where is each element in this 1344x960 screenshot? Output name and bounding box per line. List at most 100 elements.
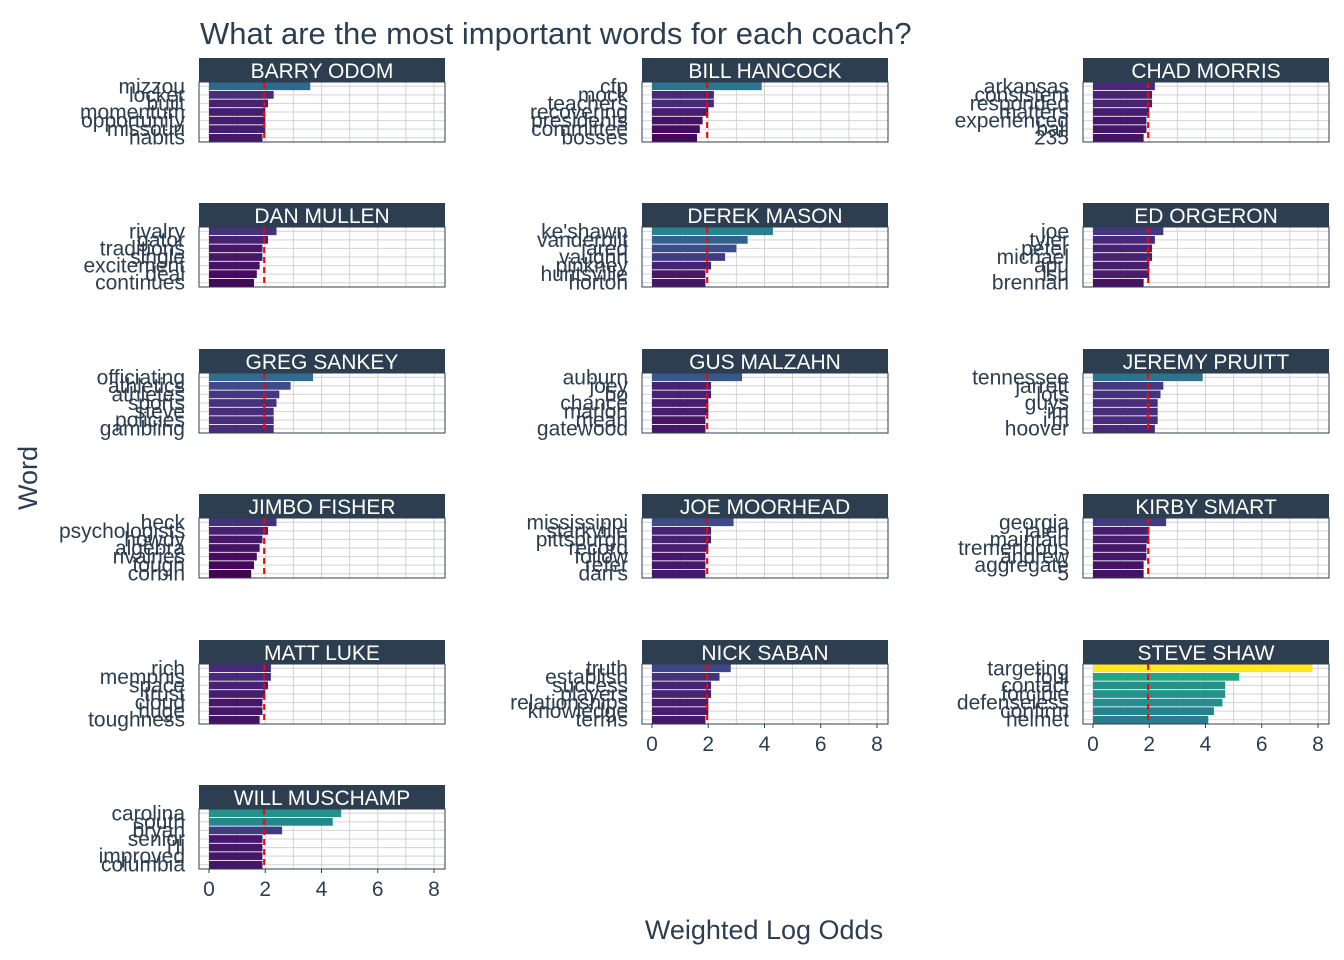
word-label: record [568, 537, 628, 560]
word-label: apu [1034, 255, 1069, 278]
word-label: brennan [992, 272, 1069, 295]
word-label: vanderbilt [537, 229, 628, 252]
bar [652, 424, 706, 433]
word-label: bosses [561, 127, 628, 150]
facet-label: STEVE SHAW [1138, 642, 1275, 665]
bar [209, 108, 266, 116]
x-tick-label: 2 [702, 733, 714, 756]
word-label: guys [1025, 392, 1069, 415]
facet-label: JOE MOORHEAD [680, 496, 850, 519]
bar [209, 227, 277, 236]
bar [1093, 707, 1214, 715]
word-label: psychologists [59, 520, 185, 543]
facet-strip [1083, 349, 1329, 373]
bar [209, 424, 274, 433]
bar [209, 407, 274, 416]
facet-label: JIMBO FISHER [248, 496, 395, 519]
facet-label: KIRBY SMART [1135, 496, 1277, 519]
bar [209, 715, 260, 724]
facet-panel: BARRY ODOM mizzoulockerbuiltmomentumoppor… [80, 58, 446, 150]
bar [209, 835, 263, 843]
facet-strip [199, 58, 445, 82]
x-tick-label: 6 [1256, 733, 1268, 756]
word-label: arkansas [984, 75, 1069, 98]
bar [652, 569, 706, 578]
facet-label: WILL MUSCHAMP [234, 787, 411, 810]
bar [209, 852, 263, 860]
bar [209, 416, 274, 424]
bar [652, 673, 720, 681]
bar [1093, 236, 1155, 244]
facet-panels: BARRY ODOM mizzoulockerbuiltmomentumoppor… [59, 58, 1330, 901]
x-tick-label: 8 [1312, 733, 1324, 756]
word-label: ball [1036, 118, 1069, 141]
word-label: follow [574, 546, 629, 569]
panel-border [198, 226, 446, 288]
word-label: officiating [97, 366, 185, 389]
facet-label: JEREMY PRUITT [1123, 351, 1290, 374]
word-label: defenseless [957, 692, 1069, 715]
word-label: players [560, 683, 628, 706]
bar [652, 690, 712, 698]
word-label: built [146, 92, 185, 115]
bar [1093, 535, 1150, 544]
facet-panel: DEREK MASON ke'shawnvanderbiltjaredvaughn… [537, 203, 889, 295]
word-label: dan's [578, 563, 628, 586]
bar [1093, 116, 1147, 125]
word-label: tennessee [972, 366, 1069, 389]
bar [652, 399, 709, 407]
facet-strip [642, 640, 888, 664]
facet-strip [642, 494, 888, 518]
facet-panel: NICK SABAN truthestablishsuccessplayersre… [510, 640, 889, 756]
word-label: terms [576, 709, 629, 732]
word-label: refer [585, 554, 628, 577]
word-label: andrew [1000, 546, 1070, 569]
bar [1093, 270, 1150, 278]
facet-panel: BILL HANCOCK cfpmockteachersrecoveringpre… [530, 58, 889, 150]
word-label: bo [605, 383, 628, 406]
bar [1093, 552, 1147, 561]
word-label: relationships [510, 692, 628, 715]
word-label: gator [137, 229, 185, 252]
bar [652, 664, 731, 673]
facet-label: DEREK MASON [687, 205, 842, 228]
x-tick-label: 8 [428, 878, 440, 901]
bar [209, 544, 260, 552]
bar [1093, 244, 1153, 253]
word-label: memphis [100, 666, 185, 689]
word-label: recovering [530, 101, 628, 124]
bar [209, 673, 271, 681]
bar [652, 270, 706, 278]
word-label: michael [997, 246, 1069, 269]
panel-border [1082, 81, 1330, 143]
x-tick-label: 2 [1143, 733, 1155, 756]
panel-border [641, 226, 889, 288]
word-label: policies [115, 409, 185, 432]
word-label: consistent [974, 84, 1069, 107]
word-label: habits [129, 127, 185, 150]
x-tick-label: 0 [646, 733, 658, 756]
word-label: missouri [107, 118, 185, 141]
bar [652, 390, 712, 399]
word-label: i'm [1043, 409, 1069, 432]
bar [1093, 91, 1153, 99]
word-label: gambling [100, 418, 185, 441]
bar [1093, 698, 1223, 707]
word-label: mississippi [526, 511, 628, 534]
bar [209, 382, 291, 390]
word-label: huge [138, 700, 185, 723]
panel-border [641, 517, 889, 579]
bar [209, 253, 263, 261]
facet-label: BARRY ODOM [251, 60, 394, 83]
facet-strip [199, 785, 445, 809]
bar [652, 544, 709, 552]
bar [1093, 99, 1153, 108]
word-label: starkville [546, 520, 628, 543]
word-label: georgia [999, 511, 1069, 534]
word-label: jarrett [1014, 375, 1069, 398]
facet-strip [199, 203, 445, 227]
panel-border [198, 372, 446, 434]
word-label: targeting [987, 657, 1069, 680]
word-label: tyler [1029, 229, 1069, 252]
bar [1093, 681, 1226, 690]
